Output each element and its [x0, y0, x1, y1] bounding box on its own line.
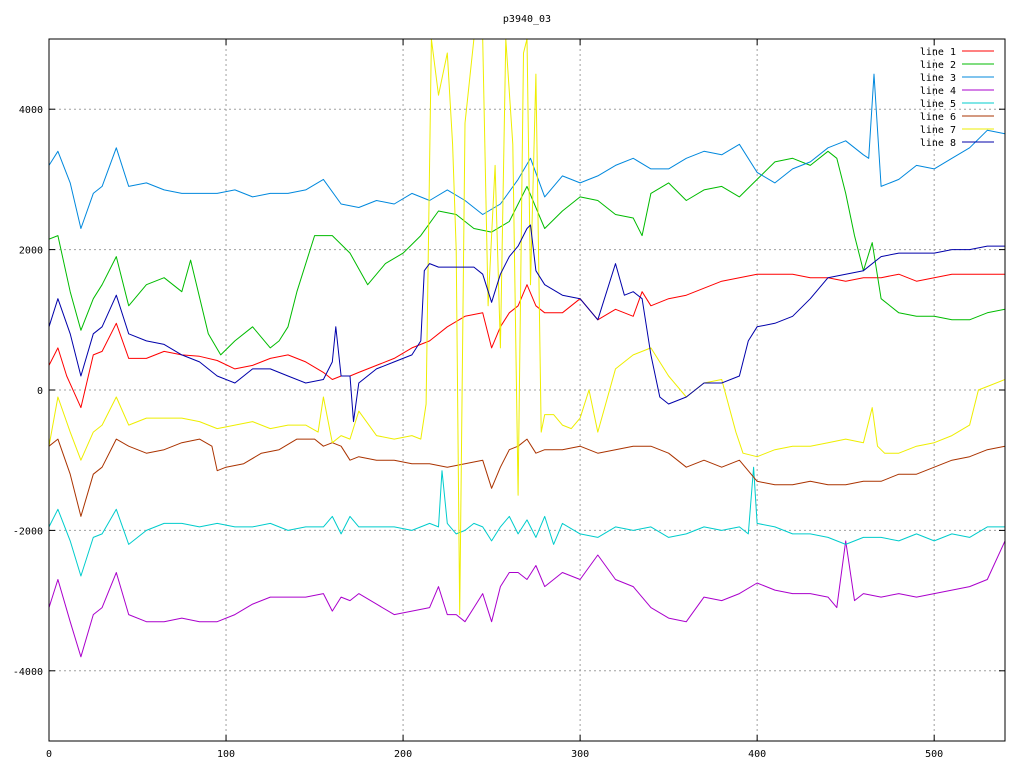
x-tick-label: 300 — [571, 749, 589, 760]
series-line-3 — [49, 73, 1005, 229]
series-line-5 — [49, 466, 1005, 577]
series-line-4 — [49, 540, 1005, 658]
legend-label-2: line 2 — [920, 60, 956, 71]
x-tick-label: 0 — [46, 749, 52, 760]
series-line-2 — [49, 150, 1005, 356]
series-line-7 — [49, 39, 1005, 616]
chart-title: p3940_03 — [503, 14, 551, 25]
chart-legend: line 1 line 2 line 3 line 4 line 5 line 6 line… — [920, 47, 994, 149]
legend-label-7: line 7 — [920, 125, 956, 136]
y-tick-label: -2000 — [13, 526, 43, 537]
legend-label-4: line 4 — [920, 86, 956, 97]
series-lines — [49, 39, 1005, 658]
series-line-8 — [49, 224, 1005, 423]
x-tick-label: 500 — [925, 749, 943, 760]
grid-lines — [49, 39, 1005, 741]
x-tick-label: 400 — [748, 749, 766, 760]
legend-label-6: line 6 — [920, 112, 956, 123]
x-tick-label: 200 — [394, 749, 412, 760]
y-tick-label: -4000 — [13, 667, 43, 678]
legend-label-3: line 3 — [920, 73, 956, 84]
y-tick-label: 0 — [37, 386, 43, 397]
y-tick-label: 4000 — [19, 105, 43, 116]
legend-label-5: line 5 — [920, 99, 956, 110]
legend-label-1: line 1 — [920, 47, 956, 58]
series-line-1 — [49, 273, 1005, 409]
axis-ticks: 0 100 200 300 400 500 -4000 -2000 0 2000 4000 — [13, 39, 1005, 760]
legend-label-8: line 8 — [920, 138, 956, 149]
series-line-6 — [49, 438, 1005, 517]
x-tick-label: 100 — [217, 749, 235, 760]
y-tick-label: 2000 — [19, 246, 43, 257]
